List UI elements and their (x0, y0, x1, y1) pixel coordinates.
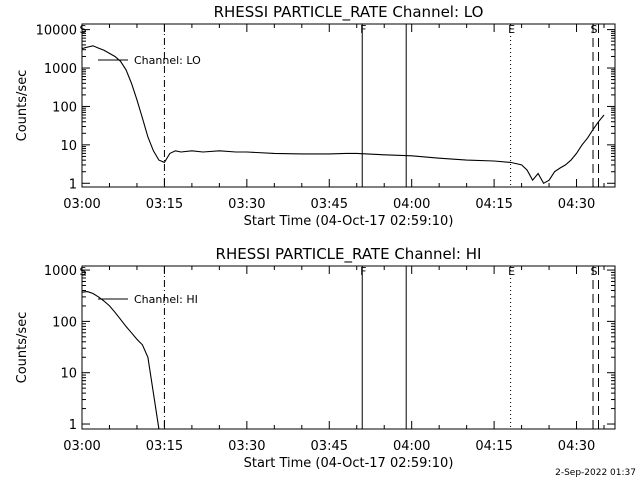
panel-1-xtick-label: 03:00 (63, 197, 100, 212)
panel-1-marker-label: S (591, 23, 598, 36)
plot-timestamp: 2-Sep-2022 01:37 (555, 468, 636, 478)
panel-1-xlabel: Start Time (04-Oct-17 02:59:10) (244, 214, 454, 229)
panel-1-ytick-label: 1000 (44, 62, 77, 77)
panel-2-xtick-label: 03:45 (311, 439, 348, 454)
panel-2-title: RHESSI PARTICLE_RATE Channel: HI (216, 245, 482, 264)
panel-1-marker-label: S (80, 23, 87, 36)
panel-1-legend-label: Channel: LO (134, 54, 201, 67)
panel-1: RHESSI PARTICLE_RATE Channel: LO Counts/s… (15, 3, 616, 229)
panel-1-marker-label: F (360, 23, 366, 36)
panel-2-xtick-label: 03:30 (228, 439, 265, 454)
panel-1-marker-label: E (508, 23, 515, 36)
panel-2-xtick-label: 04:30 (558, 439, 595, 454)
panel-1-frame (81, 23, 616, 188)
panel-2-marker-label: S (80, 265, 87, 278)
panel-2-xlabel: Start Time (04-Oct-17 02:59:10) (244, 456, 454, 471)
panel-2-legend-label: Channel: HI (134, 293, 198, 306)
panel-2-marker-label: S (591, 265, 598, 278)
panel-1-title: RHESSI PARTICLE_RATE Channel: LO (214, 3, 484, 22)
panel-1-xtick-label: 03:45 (311, 197, 348, 212)
panel-1-xtick-label: 04:30 (558, 197, 595, 212)
panel-2-marker-label: E (508, 265, 515, 278)
panel-1-ytick-label: 10 (60, 139, 77, 154)
panel-1-ytick-label: 100 (52, 100, 77, 115)
panel-2: RHESSI PARTICLE_RATE Channel: HI Counts/s… (15, 245, 616, 471)
panel-1-ytick-label: 1 (69, 177, 77, 192)
panel-2-series-line (82, 291, 160, 429)
panel-2-xtick-label: 04:15 (475, 439, 512, 454)
panel-2-ytick-label: 1000 (44, 264, 77, 279)
panel-1-xtick-label: 04:15 (475, 197, 512, 212)
panel-1-xtick-label: 03:15 (146, 197, 183, 212)
panel-2-xtick-label: 04:00 (393, 439, 430, 454)
panel-2-marker-label: F (360, 265, 366, 278)
panel-2-ytick-label: 10 (60, 367, 77, 382)
panel-1-xtick-label: 03:30 (228, 197, 265, 212)
panel-1-xtick-label: 04:00 (393, 197, 430, 212)
panel-2-ylabel: Counts/sec (15, 312, 30, 384)
panel-2-ytick-label: 100 (52, 315, 77, 330)
panel-1-ytick-label: 10000 (36, 24, 77, 39)
panel-1-ylabel: Counts/sec (15, 70, 30, 142)
panel-2-ytick-label: 1 (69, 418, 77, 433)
panel-2-xtick-label: 03:00 (63, 439, 100, 454)
panel-1-series-line (82, 45, 605, 185)
panel-2-frame (81, 265, 616, 430)
panel-2-xtick-label: 03:15 (146, 439, 183, 454)
